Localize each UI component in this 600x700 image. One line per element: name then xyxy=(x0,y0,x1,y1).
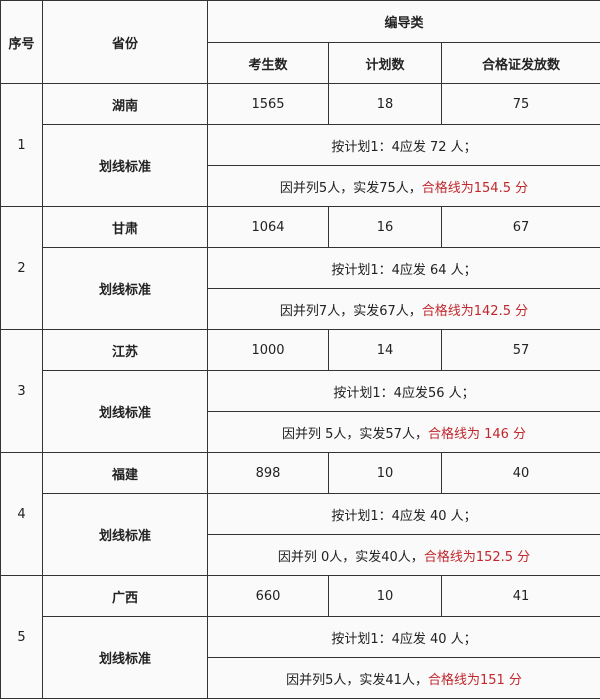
header-index: 序号 xyxy=(0,0,43,84)
table-row: 划线标准 按计划1：4应发 72 人； xyxy=(1,124,600,207)
table-row: 1 湖南 1565 18 75 xyxy=(0,83,600,207)
table-row: 划线标准 按计划1：4应发 40 人； xyxy=(1,616,600,699)
table-row: 3 江苏 1000 14 57 xyxy=(0,329,600,453)
row-index: 5 xyxy=(0,575,43,699)
plan-cell: 16 xyxy=(328,206,442,248)
actual-text: 因并列5人，实发75人， xyxy=(279,180,422,196)
actual-cell: 因并列7人，实发67人，合格线为142.5 分 xyxy=(206,288,600,330)
plan-cell: 18 xyxy=(328,83,442,125)
table-row: 4 福建 898 10 40 xyxy=(0,452,600,576)
standard-label: 划线标准 xyxy=(42,370,208,453)
issued-cell: 40 xyxy=(440,452,600,494)
table-row: 因并列5人，实发75人，合格线为154.5 分 xyxy=(1,165,600,207)
standard-label: 划线标准 xyxy=(42,493,208,576)
actual-text: 因并列7人，实发67人， xyxy=(279,303,422,319)
plan-text: 按计划1：4应发56 人； xyxy=(206,370,600,412)
issued-cell: 67 xyxy=(440,206,600,248)
table-row: 因并列7人，实发67人，合格线为142.5 分 xyxy=(1,288,600,330)
province-cell: 广西 xyxy=(42,575,208,617)
candidates-cell: 660 xyxy=(207,575,329,617)
table-row: 划线标准 按计划1：4应发56 人； xyxy=(1,370,600,453)
table-row: 划线标准 按计划1：4应发 64 人； xyxy=(1,247,600,330)
standard-label: 划线标准 xyxy=(42,247,208,330)
header-province: 省份 xyxy=(42,0,208,84)
province-cell: 江苏 xyxy=(42,329,208,371)
table-row: 因并列 5人，实发57人，合格线为 146 分 xyxy=(1,411,600,453)
plan-cell: 10 xyxy=(328,452,442,494)
province-cell: 甘肃 xyxy=(42,206,208,248)
actual-cell: 因并列 0人，实发40人，合格线为152.5 分 xyxy=(206,534,600,576)
table-row: 划线标准 按计划1：4应发 40 人； xyxy=(1,493,600,576)
issued-cell: 41 xyxy=(440,575,600,617)
pass-line-text: 合格线为154.5 分 xyxy=(421,180,529,196)
table-row: 因并列5人，实发41人，合格线为151 分 xyxy=(1,657,600,699)
actual-text: 因并列 0人，实发40人， xyxy=(277,549,424,565)
header-candidates: 考生数 xyxy=(207,42,329,84)
actual-cell: 因并列5人，实发41人，合格线为151 分 xyxy=(206,657,600,699)
province-cell: 福建 xyxy=(42,452,208,494)
pass-line-text: 合格线为152.5 分 xyxy=(423,549,531,565)
row-index: 1 xyxy=(0,83,43,207)
plan-text: 按计划1：4应发 64 人； xyxy=(206,247,600,289)
standard-label: 划线标准 xyxy=(42,616,208,699)
candidates-cell: 898 xyxy=(207,452,329,494)
candidates-cell: 1000 xyxy=(207,329,329,371)
plan-cell: 14 xyxy=(328,329,442,371)
province-cell: 湖南 xyxy=(42,83,208,125)
plan-cell: 10 xyxy=(328,575,442,617)
pass-line-text: 合格线为142.5 分 xyxy=(421,303,529,319)
actual-cell: 因并列5人，实发75人，合格线为154.5 分 xyxy=(206,165,600,207)
plan-text: 按计划1：4应发 72 人； xyxy=(206,124,600,166)
pass-line-text: 合格线为151 分 xyxy=(427,672,522,688)
plan-text: 按计划1：4应发 40 人； xyxy=(206,616,600,658)
row-index: 2 xyxy=(0,206,43,330)
actual-text: 因并列5人，实发41人， xyxy=(286,672,428,688)
row-index: 3 xyxy=(0,329,43,453)
table-row: 因并列 0人，实发40人，合格线为152.5 分 xyxy=(1,534,600,576)
actual-cell: 因并列 5人，实发57人，合格线为 146 分 xyxy=(206,411,600,453)
candidates-cell: 1565 xyxy=(207,83,329,125)
table-row: 5 广西 660 10 41 xyxy=(0,575,600,699)
standard-label: 划线标准 xyxy=(42,124,208,207)
candidates-cell: 1064 xyxy=(207,206,329,248)
actual-text: 因并列 5人，实发57人， xyxy=(282,426,428,442)
header-issued: 合格证发放数 xyxy=(440,42,600,84)
plan-text: 按计划1：4应发 40 人； xyxy=(206,493,600,535)
issued-cell: 75 xyxy=(440,83,600,125)
row-index: 4 xyxy=(0,452,43,576)
header-plan: 计划数 xyxy=(328,42,442,84)
pass-line-text: 合格线为 146 分 xyxy=(427,426,527,442)
issued-cell: 57 xyxy=(440,329,600,371)
header-row: 序号 省份 编导类 xyxy=(0,0,600,84)
header-category: 编导类 xyxy=(206,0,600,43)
table-row: 2 甘肃 1064 16 67 xyxy=(0,206,600,330)
